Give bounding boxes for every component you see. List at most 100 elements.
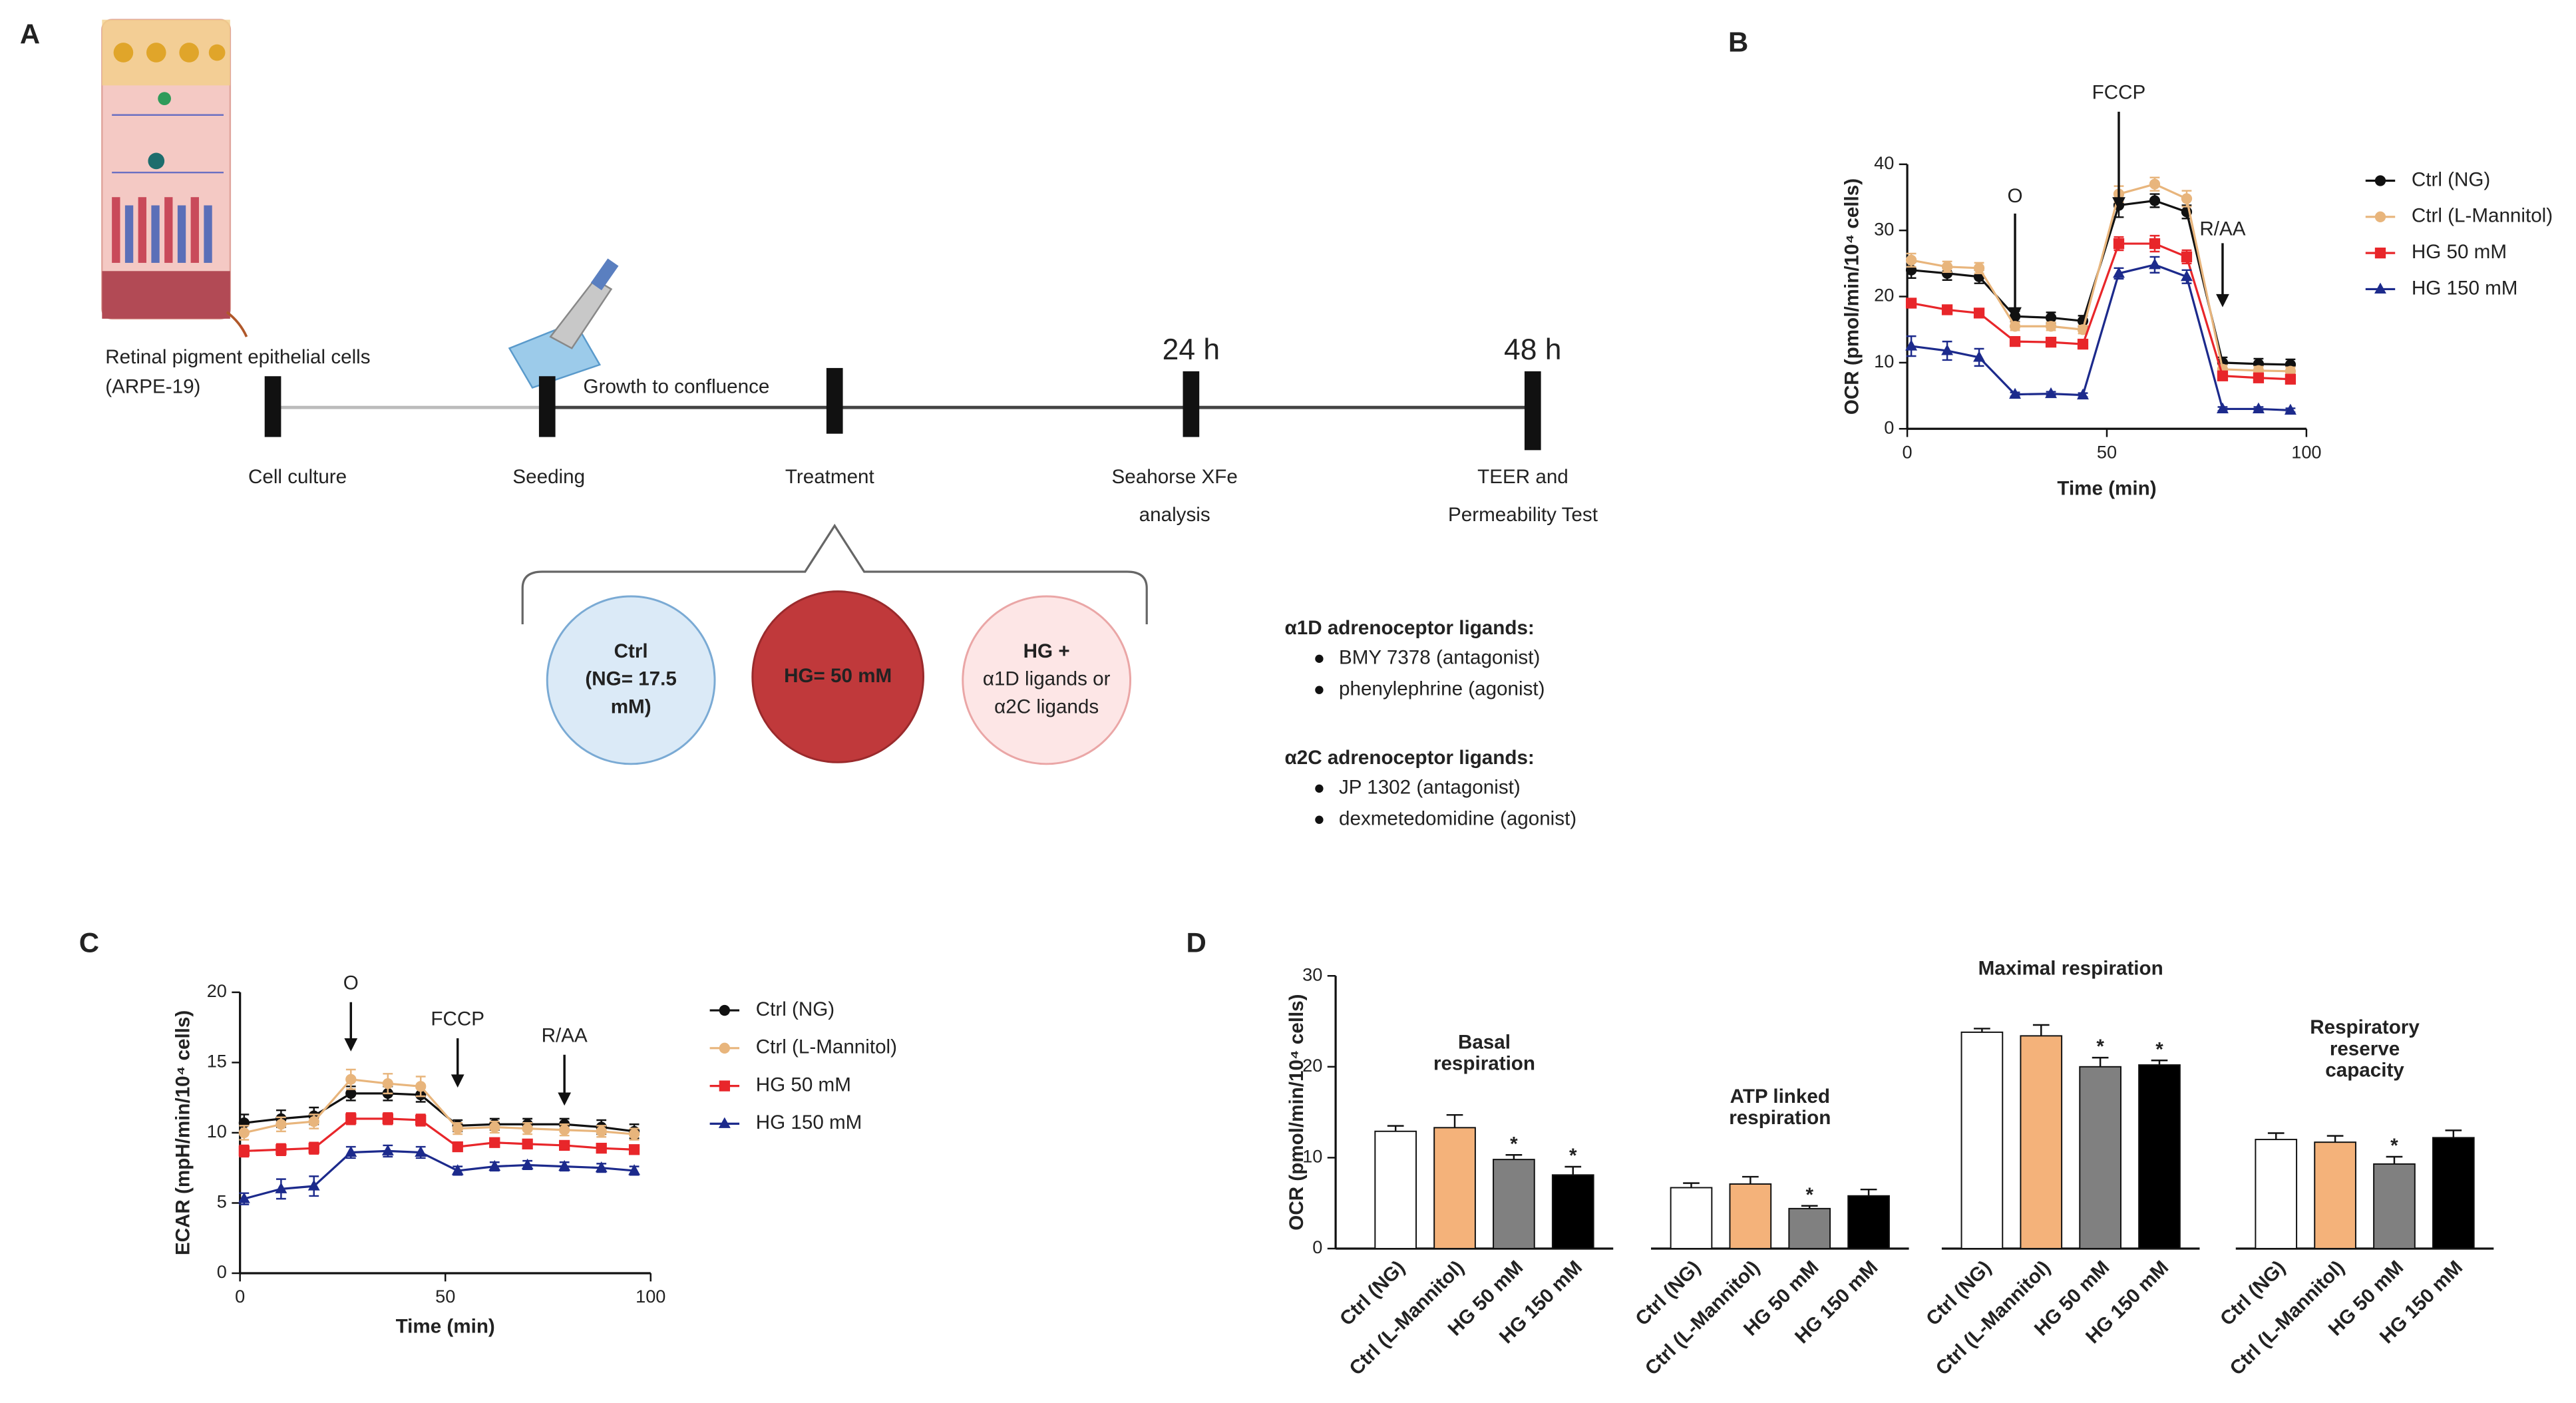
y-tick-label: 30 xyxy=(1874,218,1894,239)
y-tick-label: 40 xyxy=(1874,152,1894,173)
series-line xyxy=(244,1092,635,1133)
annotation-arrowhead xyxy=(558,1092,572,1106)
marker xyxy=(308,1143,319,1154)
error-bar xyxy=(1505,1154,1523,1160)
stage-label: Treatment xyxy=(785,466,875,488)
significance-label: * xyxy=(1569,1145,1577,1167)
cell-label: Retinal pigment epithelial cells xyxy=(105,346,370,368)
marker xyxy=(559,1139,570,1151)
marker xyxy=(1905,254,1917,266)
ligand-heading: α1D adrenoceptor ligands: xyxy=(1285,617,1535,639)
annotation-arrowhead xyxy=(451,1074,464,1088)
x-axis-label: Time (min) xyxy=(396,1315,495,1337)
marker xyxy=(1941,304,1953,315)
marker xyxy=(628,1144,640,1155)
marker xyxy=(2009,387,2021,399)
annotation-label: FCCP xyxy=(431,1008,484,1030)
marker xyxy=(452,1141,463,1153)
marker xyxy=(307,1179,320,1191)
marker xyxy=(238,1192,250,1203)
annotation-arrowhead xyxy=(2216,294,2229,307)
bullet xyxy=(1315,815,1324,824)
annotation-arrowhead xyxy=(2008,307,2022,321)
annotation-label: FCCP xyxy=(2092,82,2146,104)
error-bar xyxy=(2267,1132,2285,1140)
ligand-item: dexmetedomidine (agonist) xyxy=(1339,808,1576,830)
x-tick-label: 0 xyxy=(235,1286,245,1306)
legend-label: HG 150 mM xyxy=(756,1111,862,1133)
annotation-label: R/AA xyxy=(2199,218,2245,240)
marker xyxy=(595,1161,608,1173)
marker xyxy=(718,1117,731,1128)
circle-label: (NG= 17.5 xyxy=(585,668,676,690)
marker xyxy=(2285,373,2297,385)
category-label: Basal respiration xyxy=(1433,1031,1535,1074)
marker xyxy=(489,1121,500,1133)
x-tick-label: 100 xyxy=(636,1286,665,1306)
bar xyxy=(2314,1141,2356,1249)
marker xyxy=(415,1081,427,1092)
marker xyxy=(2009,321,2021,332)
panel-label: B xyxy=(1728,27,1748,58)
marker xyxy=(628,1164,641,1175)
stage-label: TEER and xyxy=(1477,466,1568,488)
stage-label: Permeability Test xyxy=(1448,504,1598,526)
marker xyxy=(719,1080,730,1092)
marker xyxy=(596,1143,607,1154)
timeline xyxy=(264,367,1541,765)
marker xyxy=(559,1124,570,1135)
error-bar xyxy=(1683,1182,1700,1188)
ligand-heading: α2C adrenoceptor ligands: xyxy=(1285,747,1535,769)
panel-label: A xyxy=(20,18,40,49)
legend-label: Ctrl (L-Mannitol) xyxy=(2412,205,2553,227)
marker xyxy=(381,1144,394,1155)
bar xyxy=(1493,1159,1535,1249)
marker xyxy=(558,1159,571,1171)
x-axis-label: Time (min) xyxy=(2057,477,2156,499)
marker xyxy=(2374,175,2386,186)
bar xyxy=(1551,1174,1594,1249)
category-label: Maximal respiration xyxy=(1978,957,2163,979)
marker xyxy=(1973,262,1985,274)
marker xyxy=(2149,195,2161,206)
x-tick-label: 0 xyxy=(1903,441,1913,462)
marker xyxy=(2180,270,2193,282)
marker xyxy=(521,1158,534,1170)
marker xyxy=(382,1078,393,1090)
error-bar xyxy=(1387,1125,1404,1131)
marker xyxy=(2077,338,2089,350)
stage-label: Seahorse XFe xyxy=(1112,466,1238,488)
marker xyxy=(276,1144,287,1155)
bar xyxy=(2079,1066,2121,1249)
error-bar xyxy=(2092,1056,2109,1067)
series-line xyxy=(1911,264,2291,412)
marker xyxy=(238,1127,250,1139)
y-axis-label: ECAR (mpH/min/10⁴ cells) xyxy=(172,1010,194,1255)
marker xyxy=(2045,387,2057,399)
ligand-item: phenylephrine (agonist) xyxy=(1339,678,1545,700)
error-bar xyxy=(2326,1135,2344,1143)
marker xyxy=(415,1145,427,1157)
marker xyxy=(2045,312,2057,323)
stage-label: Seeding xyxy=(512,466,585,488)
bullet xyxy=(1315,654,1324,663)
series-line xyxy=(244,1078,635,1135)
circle-label: α1D ligands or xyxy=(983,668,1111,690)
bar xyxy=(2020,1035,2063,1249)
marker xyxy=(345,1145,357,1157)
marker xyxy=(2113,266,2125,278)
marker xyxy=(415,1114,427,1126)
error-bar xyxy=(1564,1165,1582,1175)
marker xyxy=(489,1137,500,1148)
bullet xyxy=(1315,686,1324,694)
panel-a-texts: A Retinal pigment epithelial cells (ARPE… xyxy=(20,18,1562,397)
significance-label: * xyxy=(1805,1184,1813,1206)
x-tick-label: 50 xyxy=(435,1286,455,1306)
legend-label: HG 150 mM xyxy=(2412,277,2518,299)
marker xyxy=(345,1074,357,1085)
y-tick-label: 20 xyxy=(1874,285,1894,305)
ligand-item: BMY 7378 (antagonist) xyxy=(1339,647,1540,669)
y-tick-label: 0 xyxy=(1312,1237,1322,1257)
annotation-label: O xyxy=(343,972,359,994)
